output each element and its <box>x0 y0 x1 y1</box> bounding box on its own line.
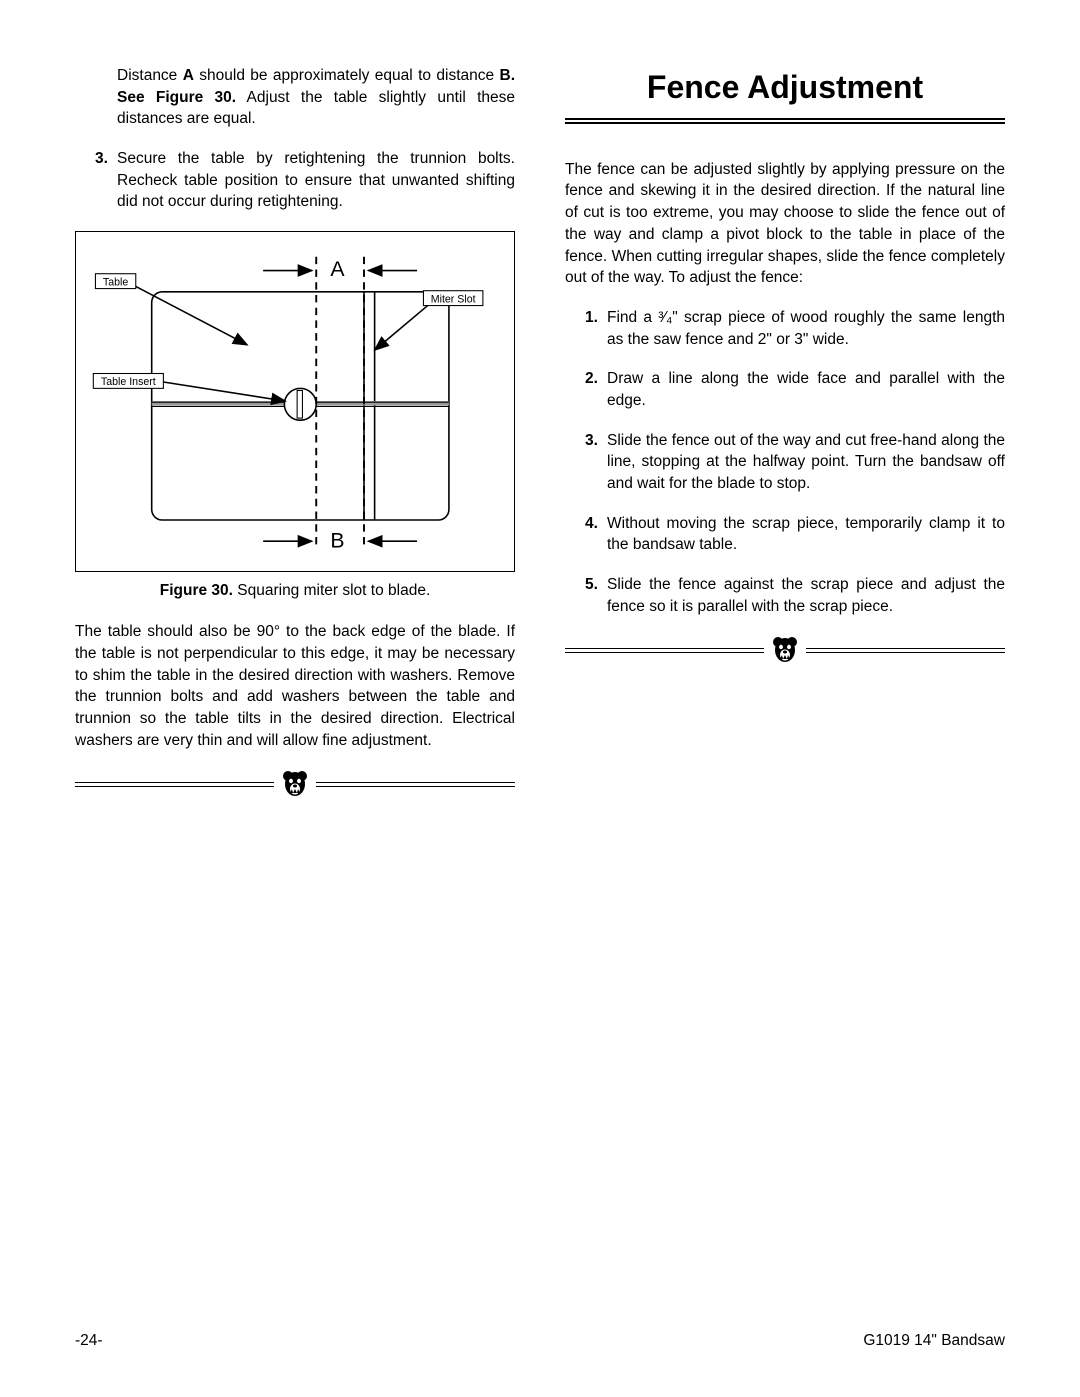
page-footer: -24- G1019 14" Bandsaw <box>75 1330 1005 1352</box>
step-number: 1. <box>585 307 605 350</box>
label-b: B <box>330 530 344 552</box>
figure-30: A B Table Miter Slot Table Insert <box>75 231 515 572</box>
section-divider <box>75 769 515 799</box>
step-text: Slide the fence against the scrap piece … <box>605 574 1005 617</box>
step-1: 1.Find a ³⁄₄" scrap piece of wood roughl… <box>565 307 1005 350</box>
step-text: Without moving the scrap piece, temporar… <box>605 513 1005 556</box>
title-rule <box>565 118 1005 124</box>
label-table-insert: Table Insert <box>101 376 156 388</box>
right-column: Fence Adjustment The fence can be adjust… <box>565 65 1005 799</box>
bear-icon <box>282 769 308 799</box>
steps-list: 1.Find a ³⁄₄" scrap piece of wood roughl… <box>565 307 1005 618</box>
intro-paragraph-right: The fence can be adjusted slightly by ap… <box>565 159 1005 289</box>
step-text: Find a ³⁄₄" scrap piece of wood roughly … <box>605 307 1005 350</box>
figure-caption: Figure 30. Squaring miter slot to blade. <box>75 580 515 602</box>
step-2: 2.Draw a line along the wide face and pa… <box>565 368 1005 411</box>
intro-paragraph: Distance A should be approximately equal… <box>75 65 515 130</box>
doc-title: G1019 14" Bandsaw <box>863 1330 1005 1352</box>
step-text: Secure the table by retightening the tru… <box>115 148 515 213</box>
step-3: 3.Slide the fence out of the way and cut… <box>565 430 1005 495</box>
label-miter-slot: Miter Slot <box>431 294 476 306</box>
label-a: A <box>330 258 345 281</box>
step-3: 3. Secure the table by retightening the … <box>75 148 515 213</box>
section-title: Fence Adjustment <box>565 65 1005 110</box>
figure-svg: A B Table Miter Slot Table Insert <box>88 244 502 552</box>
step-number: 3. <box>95 148 115 213</box>
bottom-paragraph: The table should also be 90° to the back… <box>75 621 515 751</box>
left-column: Distance A should be approximately equal… <box>75 65 515 799</box>
step-number: 3. <box>585 430 605 495</box>
step-text: Draw a line along the wide face and para… <box>605 368 1005 411</box>
step-text: Slide the fence out of the way and cut f… <box>605 430 1005 495</box>
label-table: Table <box>103 277 128 289</box>
step-4: 4.Without moving the scrap piece, tempor… <box>565 513 1005 556</box>
step-number: 4. <box>585 513 605 556</box>
section-divider-right <box>565 635 1005 665</box>
step-number: 2. <box>585 368 605 411</box>
bear-icon <box>772 635 798 665</box>
step-number: 5. <box>585 574 605 617</box>
page-number: -24- <box>75 1330 103 1352</box>
step-5: 5.Slide the fence against the scrap piec… <box>565 574 1005 617</box>
page-columns: Distance A should be approximately equal… <box>75 65 1005 799</box>
